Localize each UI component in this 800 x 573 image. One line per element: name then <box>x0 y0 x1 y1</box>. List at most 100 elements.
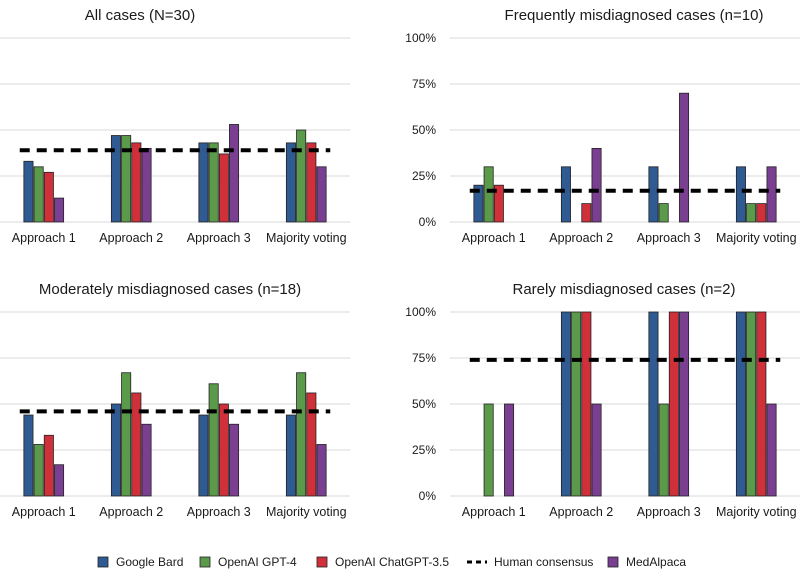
y-tick-label: 50% <box>412 397 436 411</box>
bar-google-bard-approach-2 <box>110 135 121 223</box>
bar-openai-chatgpt35-approach-2 <box>131 392 142 497</box>
bar-openai-gpt4-approach-3 <box>658 403 669 497</box>
bar-google-bard-approach-3 <box>648 311 659 497</box>
bar-medalpaca-approach-2 <box>141 147 152 223</box>
y-tick-label: 0% <box>419 489 437 503</box>
x-tick-label: Approach 1 <box>12 231 76 245</box>
bar-google-bard-majority-voting <box>285 142 296 223</box>
y-tick-label: 75% <box>412 77 436 91</box>
x-tick-label: Approach 2 <box>549 231 613 245</box>
legend-label-human-consensus: Human consensus <box>494 555 593 569</box>
x-tick-label: Approach 3 <box>637 505 701 519</box>
legend-swatch-google-bard <box>97 556 109 568</box>
bar-medalpaca-majority-voting <box>766 403 777 497</box>
bar-google-bard-approach-1 <box>473 184 484 223</box>
x-tick-label: Approach 3 <box>187 505 251 519</box>
bar-openai-gpt4-approach-1 <box>33 166 44 223</box>
bar-medalpaca-approach-3 <box>229 124 240 223</box>
bar-openai-chatgpt35-approach-1 <box>43 434 54 497</box>
bar-openai-gpt4-approach-2 <box>121 135 132 223</box>
legend-swatch-openai-chatgpt35 <box>316 556 328 568</box>
legend-swatch-medalpaca <box>607 556 619 568</box>
x-tick-label: Approach 2 <box>99 505 163 519</box>
bar-google-bard-approach-1 <box>23 160 34 223</box>
chart-title: Moderately misdiagnosed cases (n=18) <box>39 281 301 298</box>
bar-openai-gpt4-majority-voting <box>746 311 757 497</box>
bar-google-bard-approach-3 <box>198 142 209 223</box>
y-tick-label: 25% <box>412 169 436 183</box>
bar-google-bard-approach-2 <box>110 403 121 497</box>
legend: Google Bard OpenAI GPT-4 OpenAI ChatGPT-… <box>97 555 686 569</box>
y-tick-label: 50% <box>412 123 436 137</box>
chart-panel-3: Moderately misdiagnosed cases (n=18) Appr… <box>0 281 350 519</box>
bar-google-bard-approach-1 <box>23 414 34 497</box>
bar-openai-chatgpt35-approach-1 <box>43 171 54 223</box>
bar-medalpaca-approach-1 <box>54 197 65 223</box>
bar-medalpaca-approach-3 <box>679 92 690 223</box>
x-tick-label: Majority voting <box>266 505 347 519</box>
bar-google-bard-approach-3 <box>648 166 659 223</box>
x-tick-label: Approach 2 <box>99 231 163 245</box>
bar-openai-chatgpt35-approach-2 <box>131 142 142 223</box>
bar-openai-gpt4-majority-voting <box>746 203 757 223</box>
chart-panel-1: All cases (N=30) Approach 1 Approach 2 Appr… <box>0 7 350 245</box>
bar-openai-chatgpt35-majority-voting <box>306 392 317 497</box>
bar-openai-chatgpt35-majority-voting <box>756 311 767 497</box>
bar-google-bard-majority-voting <box>735 166 746 223</box>
bar-medalpaca-majority-voting <box>316 444 327 497</box>
bar-openai-gpt4-approach-3 <box>208 142 219 223</box>
x-tick-label: Majority voting <box>716 505 797 519</box>
y-tick-label: 0% <box>419 215 437 229</box>
bar-openai-chatgpt35-majority-voting <box>756 203 767 223</box>
legend-label-openai-chatgpt35: OpenAI ChatGPT-3.5 <box>335 555 449 569</box>
x-tick-label: Approach 2 <box>549 505 613 519</box>
chart-panel-2: Frequently misdiagnosed cases (n=10) 0% 25… <box>405 7 800 245</box>
legend-label-google-bard: Google Bard <box>116 555 183 569</box>
bar-medalpaca-majority-voting <box>766 166 777 223</box>
bar-medalpaca-approach-2 <box>591 403 602 497</box>
y-tick-label: 25% <box>412 443 436 457</box>
bar-openai-chatgpt35-majority-voting <box>306 142 317 223</box>
bar-medalpaca-approach-2 <box>591 147 602 223</box>
x-tick-label: Approach 1 <box>462 231 526 245</box>
bar-openai-gpt4-approach-2 <box>571 311 582 497</box>
bar-openai-chatgpt35-approach-3 <box>668 311 679 497</box>
chart-title: Rarely misdiagnosed cases (n=2) <box>512 281 735 298</box>
y-tick-label: 100% <box>405 31 436 45</box>
chart-title: All cases (N=30) <box>85 7 195 24</box>
x-tick-label: Approach 1 <box>12 505 76 519</box>
x-tick-label: Approach 3 <box>187 231 251 245</box>
bar-medalpaca-approach-1 <box>54 464 65 497</box>
bar-openai-chatgpt35-approach-2 <box>581 203 592 223</box>
legend-swatch-openai-gpt4 <box>199 556 211 568</box>
bar-openai-chatgpt35-approach-1 <box>493 184 504 223</box>
legend-label-openai-gpt4: OpenAI GPT-4 <box>218 555 297 569</box>
bar-openai-gpt4-approach-1 <box>483 166 494 223</box>
x-tick-label: Approach 3 <box>637 231 701 245</box>
bar-openai-gpt4-approach-3 <box>208 383 219 497</box>
y-tick-label: 100% <box>405 305 436 319</box>
y-tick-label: 75% <box>412 351 436 365</box>
x-tick-label: Majority voting <box>716 231 797 245</box>
bar-openai-gpt4-majority-voting <box>296 372 307 497</box>
bar-medalpaca-approach-2 <box>141 423 152 497</box>
bar-google-bard-approach-2 <box>560 311 571 497</box>
bar-google-bard-approach-3 <box>198 414 209 497</box>
chart-panel-4: Rarely misdiagnosed cases (n=2) 0% 25% 50% 7… <box>405 281 800 519</box>
x-tick-label: Majority voting <box>266 231 347 245</box>
bar-medalpaca-majority-voting <box>316 166 327 223</box>
bar-openai-gpt4-approach-3 <box>658 203 669 223</box>
bar-openai-gpt4-majority-voting <box>296 129 307 223</box>
bar-openai-gpt4-approach-1 <box>483 403 494 497</box>
bar-openai-gpt4-approach-1 <box>33 444 44 497</box>
chart-title: Frequently misdiagnosed cases (n=10) <box>505 7 764 24</box>
bar-openai-gpt4-approach-2 <box>121 372 132 497</box>
bar-openai-chatgpt35-approach-3 <box>218 403 229 497</box>
bar-medalpaca-approach-3 <box>229 423 240 497</box>
bar-openai-chatgpt35-approach-3 <box>218 153 229 223</box>
bar-google-bard-approach-2 <box>560 166 571 223</box>
bar-google-bard-majority-voting <box>285 414 296 497</box>
bar-google-bard-majority-voting <box>735 311 746 497</box>
legend-label-medalpaca: MedAlpaca <box>626 555 686 569</box>
